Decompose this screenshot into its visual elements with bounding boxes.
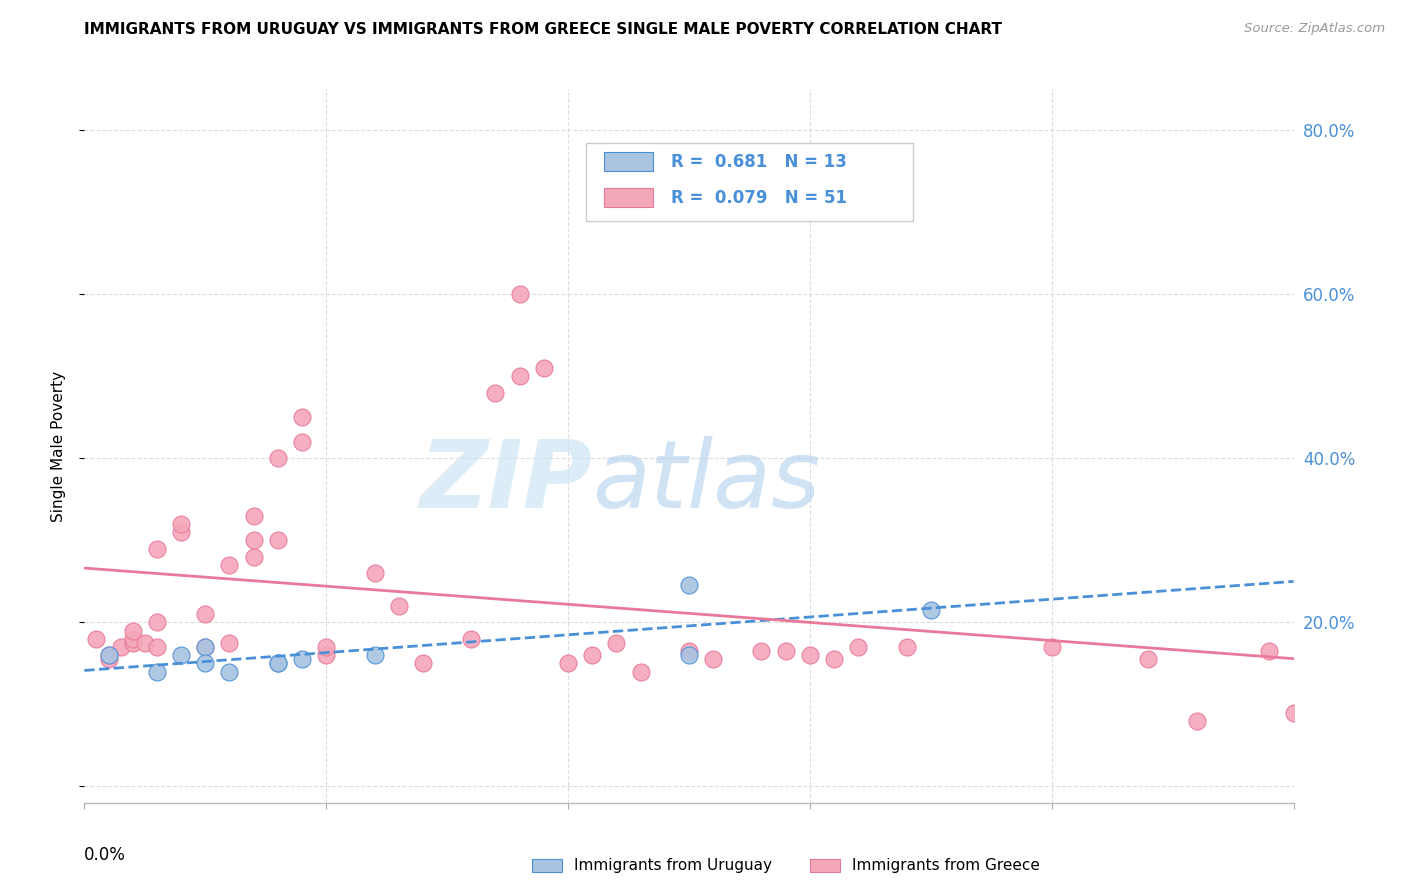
Text: R =  0.079   N = 51: R = 0.079 N = 51 — [671, 188, 846, 207]
Point — [194, 657, 217, 671]
Point — [121, 632, 143, 646]
Point — [146, 615, 169, 630]
Point — [97, 648, 120, 662]
Point — [194, 640, 217, 654]
Point — [702, 652, 724, 666]
Point — [533, 361, 555, 376]
Point — [751, 644, 773, 658]
Text: atlas: atlas — [592, 436, 821, 527]
Point — [678, 648, 700, 662]
Point — [896, 640, 918, 654]
Point — [121, 624, 143, 638]
Point — [557, 657, 579, 671]
Point — [291, 410, 314, 425]
Point — [1137, 652, 1160, 666]
Point — [630, 665, 652, 679]
Point — [97, 652, 120, 666]
FancyBboxPatch shape — [586, 143, 912, 221]
Text: IMMIGRANTS FROM URUGUAY VS IMMIGRANTS FROM GREECE SINGLE MALE POVERTY CORRELATIO: IMMIGRANTS FROM URUGUAY VS IMMIGRANTS FR… — [84, 22, 1002, 37]
Point — [1258, 644, 1281, 658]
Point — [218, 665, 240, 679]
Point — [460, 632, 482, 646]
Point — [170, 648, 193, 662]
Point — [146, 541, 169, 556]
Point — [388, 599, 411, 613]
Text: Immigrants from Greece: Immigrants from Greece — [852, 858, 1040, 873]
FancyBboxPatch shape — [531, 859, 562, 872]
FancyBboxPatch shape — [810, 859, 841, 872]
Point — [846, 640, 869, 654]
Point — [194, 640, 217, 654]
Point — [242, 508, 264, 523]
Point — [267, 451, 290, 466]
Point — [1282, 706, 1305, 720]
Point — [823, 652, 845, 666]
Point — [509, 369, 531, 384]
Point — [267, 533, 290, 548]
Text: ZIP: ZIP — [419, 435, 592, 528]
Point — [121, 636, 143, 650]
Point — [267, 657, 290, 671]
Point — [509, 287, 531, 301]
Point — [218, 558, 240, 572]
Point — [218, 636, 240, 650]
FancyBboxPatch shape — [605, 188, 652, 207]
Point — [242, 533, 264, 548]
Point — [170, 525, 193, 540]
Point — [146, 640, 169, 654]
Point — [605, 636, 627, 650]
Point — [581, 648, 603, 662]
Point — [1040, 640, 1063, 654]
Point — [484, 385, 506, 400]
Y-axis label: Single Male Poverty: Single Male Poverty — [51, 370, 66, 522]
Point — [775, 644, 797, 658]
Point — [799, 648, 821, 662]
Point — [363, 648, 385, 662]
Point — [242, 549, 264, 564]
Point — [86, 632, 108, 646]
Point — [315, 640, 337, 654]
Point — [291, 652, 314, 666]
Point — [97, 648, 120, 662]
Text: Immigrants from Uruguay: Immigrants from Uruguay — [574, 858, 772, 873]
Point — [678, 644, 700, 658]
Point — [146, 665, 169, 679]
Point — [194, 607, 217, 622]
Point — [170, 516, 193, 531]
Point — [920, 603, 942, 617]
Point — [412, 657, 434, 671]
Point — [291, 434, 314, 449]
Text: R =  0.681   N = 13: R = 0.681 N = 13 — [671, 153, 846, 171]
Point — [315, 648, 337, 662]
Point — [363, 566, 385, 581]
Text: Source: ZipAtlas.com: Source: ZipAtlas.com — [1244, 22, 1385, 36]
Point — [267, 657, 290, 671]
Point — [110, 640, 132, 654]
Point — [1185, 714, 1208, 728]
Point — [678, 578, 700, 592]
Text: 0.0%: 0.0% — [84, 846, 127, 863]
Point — [134, 636, 156, 650]
FancyBboxPatch shape — [605, 153, 652, 171]
